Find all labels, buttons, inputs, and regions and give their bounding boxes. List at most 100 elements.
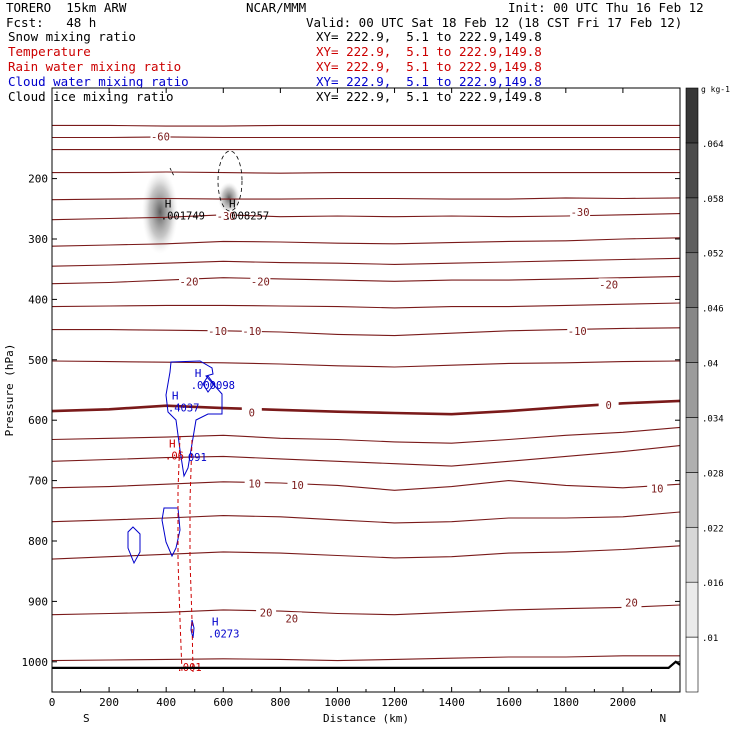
- terrain-line: [52, 660, 681, 669]
- colorbar-tick-4: .034: [702, 414, 724, 424]
- temperature-label-1: -30: [217, 211, 236, 223]
- cloud-water-contour-main: [165, 360, 223, 478]
- cloud-ice-contour: [217, 150, 243, 212]
- temperature-contour-13: [51, 426, 681, 444]
- colorbar-tick-7: .052: [702, 250, 724, 260]
- temperature-label-16: 20: [625, 598, 638, 610]
- y-tick-label-0: 200: [28, 173, 48, 186]
- colorbar-tick-2: .022: [702, 524, 724, 534]
- temperature-label-15: 20: [285, 613, 298, 625]
- x-tick-label-0: 0: [49, 696, 56, 709]
- y-tick-label-7: 900: [28, 595, 48, 608]
- colorbar-segment-9: [685, 142, 699, 199]
- valid-time: Valid: 00 UTC Sat 18 Feb 12 (18 CST Fri …: [306, 15, 683, 30]
- cloud-water-contour-small: [190, 619, 195, 639]
- y-axis-label: Pressure (hPa): [3, 344, 16, 437]
- x-tick-label-10: 2000: [610, 696, 637, 709]
- cloud-ice-contour-left: [169, 167, 175, 177]
- rain-water-contour-right: [189, 439, 194, 673]
- y-tick-label-5: 700: [28, 475, 48, 488]
- extremum-label-2: H: [195, 367, 202, 380]
- y-tick-label-4: 600: [28, 414, 48, 427]
- temperature-label-bg-16: [621, 596, 642, 609]
- cloud-water-contour-diamond: [202, 375, 215, 393]
- x-tick-label-1: 200: [99, 696, 119, 709]
- temperature-contour-17: [51, 545, 681, 560]
- temperature-contour-8: [51, 275, 681, 285]
- temperature-label-bg-12: [287, 478, 308, 491]
- extremum-label-1: H: [229, 198, 236, 211]
- colorbar-segment-7: [685, 252, 699, 308]
- cloud-water-contour-low: [161, 507, 181, 558]
- colorbar-segment-4: [685, 417, 699, 473]
- extremum-label-0: H: [165, 198, 172, 211]
- temperature-label-bg-7: [241, 324, 262, 337]
- temperature-contour-7: [51, 257, 681, 267]
- colorbar-tick-9: .064: [702, 140, 724, 150]
- rain-water-contour-left: [177, 435, 183, 673]
- x-tick-label-8: 1600: [495, 696, 522, 709]
- field-xy-cloud-water: XY= 222.9, 5.1 to 222.9,149.8: [316, 74, 542, 89]
- field-label-temperature: Temperature: [8, 44, 91, 59]
- endpoint-right: N: [660, 712, 667, 725]
- cloud-water-contour-low-left: [127, 526, 141, 565]
- temperature-contour-19: [51, 655, 680, 662]
- temperature-contour-14: [51, 445, 681, 467]
- y-tick-label-8: 1000: [22, 656, 49, 669]
- y-tick-label-3: 500: [28, 354, 48, 367]
- temperature-label-bg-14: [256, 606, 277, 619]
- x-tick-label-4: 800: [270, 696, 290, 709]
- field-label-cloud-water: Cloud water mixing ratio: [8, 74, 189, 89]
- colorbar-tick-3: .028: [702, 469, 724, 479]
- field-label-rain: Rain water mixing ratio: [8, 59, 182, 74]
- temperature-label-8: -10: [568, 326, 587, 338]
- y-tick-label-1: 300: [28, 233, 48, 246]
- extremum-value-4: .06: [165, 450, 184, 462]
- temperature-contour-0: [52, 124, 680, 127]
- temperature-label-2: -30: [571, 207, 590, 219]
- temperature-label-4: -20: [251, 276, 270, 288]
- temperature-contours: -60 -30 -30 -20 -20 -20 -10 -10 -10 0 0 10 10 10 20 20 2…: [51, 124, 681, 662]
- temperature-label-14: 20: [260, 607, 273, 619]
- temperature-label-bg-2: [570, 205, 591, 218]
- x-tick-label-9: 1800: [553, 696, 580, 709]
- temperature-label-bg-10: [598, 399, 619, 412]
- temperature-label-bg-5: [598, 278, 619, 291]
- extremum-label-4: H: [169, 437, 176, 450]
- temperature-contour-4: [51, 197, 681, 201]
- colorbar-segment-2: [685, 526, 699, 583]
- temperature-contour-6: [51, 237, 681, 247]
- extremum-value-1: .008257: [225, 211, 269, 223]
- extremum-value-2: .000098: [191, 380, 235, 392]
- field-xy-rain: XY= 222.9, 5.1 to 222.9,149.8: [316, 59, 542, 74]
- colorbar-segment-1: [685, 581, 699, 638]
- temperature-contour-9: [51, 302, 681, 309]
- temperature-label-bg-0: [150, 130, 171, 143]
- x-tick-label-5: 1000: [324, 696, 351, 709]
- temperature-label-11: 10: [248, 479, 261, 491]
- center-title: NCAR/MMM: [246, 0, 307, 15]
- colorbar-tick-8: .058: [702, 195, 724, 205]
- colorbar-tick-1: .016: [702, 579, 724, 589]
- colorbar-tick-6: .046: [702, 305, 724, 315]
- temperature-label-12: 10: [291, 480, 304, 492]
- colorbar-segment-6: [685, 307, 699, 363]
- forecast-hour: Fcst: 48 h: [6, 15, 97, 30]
- temperature-label-5: -20: [599, 279, 618, 291]
- temperature-label-10: 0: [605, 400, 611, 412]
- field-label-cloud-ice: Cloud ice mixing ratio: [8, 89, 174, 104]
- field-xy-cloud-ice: XY= 222.9, 5.1 to 222.9,149.8: [316, 89, 542, 104]
- extremum-value-5: 091: [188, 452, 207, 464]
- extremum-label-3: H: [172, 390, 179, 403]
- x-tick-label-3: 600: [213, 696, 233, 709]
- colorbar-segment-10: [685, 87, 699, 144]
- colorbar-segment-3: [685, 472, 699, 528]
- model-title: TORERO 15km ARW: [6, 0, 127, 15]
- temperature-label-3: -20: [180, 276, 199, 288]
- temperature-label-9: 0: [249, 407, 255, 419]
- temperature-contour-11: [51, 360, 681, 368]
- temperature-label-bg-15: [281, 612, 302, 625]
- temperature-label-bg-4: [250, 275, 271, 288]
